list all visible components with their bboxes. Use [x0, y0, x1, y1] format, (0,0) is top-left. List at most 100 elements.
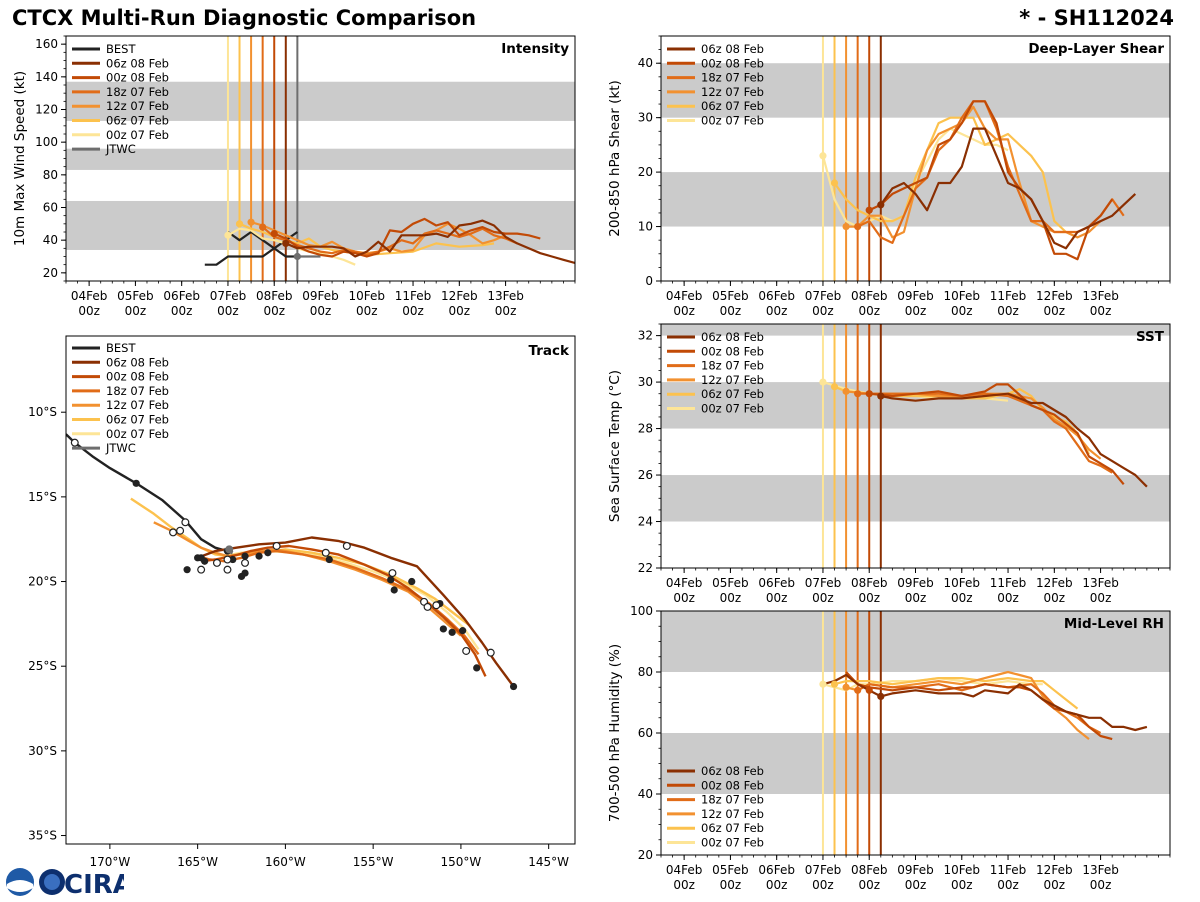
track-line	[197, 536, 515, 688]
track-point-open	[197, 565, 206, 574]
track-point-filled	[255, 552, 263, 560]
x-tick-sublabel: 00z	[1090, 878, 1112, 892]
legend-label: 12z 07 Feb	[701, 373, 764, 387]
x-tick-sublabel: 00z	[951, 878, 973, 892]
x-tick-sublabel: 00z	[495, 304, 517, 318]
y-tick-label: 24	[638, 515, 653, 529]
y-tick-label: 26	[638, 468, 653, 482]
noaa-logo-icon: CIRA	[6, 868, 133, 900]
series-line	[880, 392, 1148, 488]
track-point-open	[223, 565, 232, 574]
y-tick-label: 100	[35, 135, 58, 149]
legend-label: 06z 07 Feb	[701, 99, 764, 113]
x-tick-sublabel: 00z	[720, 878, 742, 892]
lat-tick-label: 25°S	[28, 659, 57, 673]
track-point-filled	[387, 576, 395, 584]
legend-label: 00z 07 Feb	[106, 427, 169, 441]
y-tick-label: 80	[638, 665, 653, 679]
track-point-filled	[264, 549, 272, 557]
track-point-filled	[439, 625, 447, 633]
cira-logo: CIRA	[4, 866, 133, 900]
map-area	[66, 433, 518, 691]
init-marker	[830, 680, 839, 688]
series-line	[869, 383, 1125, 486]
lon-tick-label: 165°W	[177, 855, 218, 869]
series-line	[857, 683, 1102, 734]
x-tick-sublabel: 00z	[997, 304, 1019, 318]
legend-label: 18z 07 Feb	[701, 359, 764, 373]
track-point-filled	[197, 554, 205, 562]
series-line	[833, 116, 1078, 239]
x-tick-label: 09Feb	[302, 289, 339, 303]
track-point-open	[212, 558, 221, 567]
x-tick-sublabel: 00z	[812, 878, 834, 892]
x-tick-label: 11Feb	[990, 576, 1027, 590]
series-line	[834, 676, 1079, 710]
lat-tick-label: 30°S	[28, 744, 57, 758]
init-marker	[865, 686, 873, 694]
legend-label: BEST	[106, 341, 136, 355]
track-point-open	[342, 541, 351, 550]
y-tick-label: 20	[638, 165, 653, 179]
x-tick-sublabel: 00z	[673, 304, 695, 318]
init-marker	[854, 686, 862, 694]
y-tick-label: 160	[35, 37, 58, 51]
legend-label: 00z 07 Feb	[701, 836, 764, 850]
legend-label: 06z 08 Feb	[106, 355, 169, 369]
plot-area	[661, 36, 1170, 281]
x-tick-sublabel: 00z	[905, 304, 927, 318]
threshold-band	[66, 81, 575, 121]
x-tick-label: 04Feb	[71, 289, 108, 303]
x-tick-sublabel: 00z	[402, 304, 424, 318]
series-line	[857, 392, 1113, 474]
x-tick-label: 05Feb	[117, 289, 154, 303]
x-tick-sublabel: 00z	[1090, 591, 1112, 605]
track-point-open	[70, 438, 79, 447]
series-line	[285, 219, 575, 265]
y-tick-label: 60	[43, 201, 58, 215]
x-tick-sublabel: 00z	[356, 304, 378, 318]
track-point-filled	[509, 682, 518, 691]
init-marker	[842, 222, 850, 231]
threshold-band	[661, 611, 1170, 672]
track-point-open	[241, 558, 250, 567]
y-tick-label: 80	[43, 168, 58, 182]
y-tick-label: 40	[638, 56, 653, 70]
track-point-open	[388, 569, 397, 578]
x-tick-label: 06Feb	[758, 576, 795, 590]
y-tick-label: 10	[638, 220, 653, 234]
legend-label: 00z 08 Feb	[106, 370, 169, 384]
panel-title: SST	[1136, 329, 1165, 345]
track-point-open	[321, 548, 330, 557]
init-marker	[865, 390, 873, 398]
y-tick-label: 0	[645, 274, 653, 288]
init-marker	[854, 222, 862, 231]
lat-tick-label: 20°S	[28, 575, 57, 589]
x-tick-label: 07Feb	[805, 863, 842, 877]
track-point-filled	[241, 552, 249, 560]
init-marker	[877, 692, 885, 701]
x-tick-label: 07Feb	[210, 289, 247, 303]
x-tick-label: 08Feb	[256, 289, 293, 303]
x-tick-sublabel: 00z	[1044, 591, 1066, 605]
lon-tick-label: 150°W	[441, 855, 482, 869]
track-point-open	[176, 526, 185, 535]
panel-shear: 01020304004Feb00z05Feb00z06Feb00z07Feb00…	[607, 35, 1171, 318]
legend-label: 06z 07 Feb	[106, 413, 169, 427]
track-point-filled	[325, 555, 333, 564]
panel-title: Intensity	[501, 41, 569, 57]
x-tick-label: 13Feb	[1082, 576, 1119, 590]
x-tick-label: 08Feb	[851, 576, 888, 590]
x-tick-sublabel: 00z	[449, 304, 471, 318]
legend-label: 06z 07 Feb	[701, 387, 764, 401]
y-axis-label: 10m Max Wind Speed (kt)	[12, 71, 28, 246]
panel-sst: 22242628303204Feb00z05Feb00z06Feb00z07Fe…	[607, 323, 1171, 605]
x-tick-sublabel: 00z	[812, 304, 834, 318]
init-marker	[842, 387, 850, 395]
legend-label: JTWC	[105, 441, 136, 455]
track-point-filled	[183, 566, 191, 574]
y-tick-label: 32	[638, 329, 653, 343]
legend-label: 00z 07 Feb	[106, 128, 169, 142]
y-tick-label: 28	[638, 422, 653, 436]
x-tick-label: 12Feb	[1036, 289, 1073, 303]
